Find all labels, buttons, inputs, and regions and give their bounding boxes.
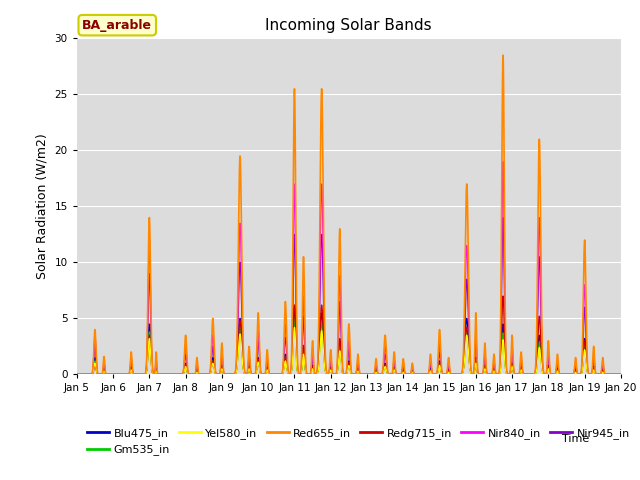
Text: Time: Time bbox=[561, 434, 589, 444]
Title: Incoming Solar Bands: Incoming Solar Bands bbox=[266, 18, 432, 33]
Legend: Blu475_in, Gm535_in, Yel580_in, Red655_in, Redg715_in, Nir840_in, Nir945_in: Blu475_in, Gm535_in, Yel580_in, Red655_i… bbox=[83, 424, 634, 460]
Text: BA_arable: BA_arable bbox=[82, 19, 152, 32]
Y-axis label: Solar Radiation (W/m2): Solar Radiation (W/m2) bbox=[36, 133, 49, 279]
